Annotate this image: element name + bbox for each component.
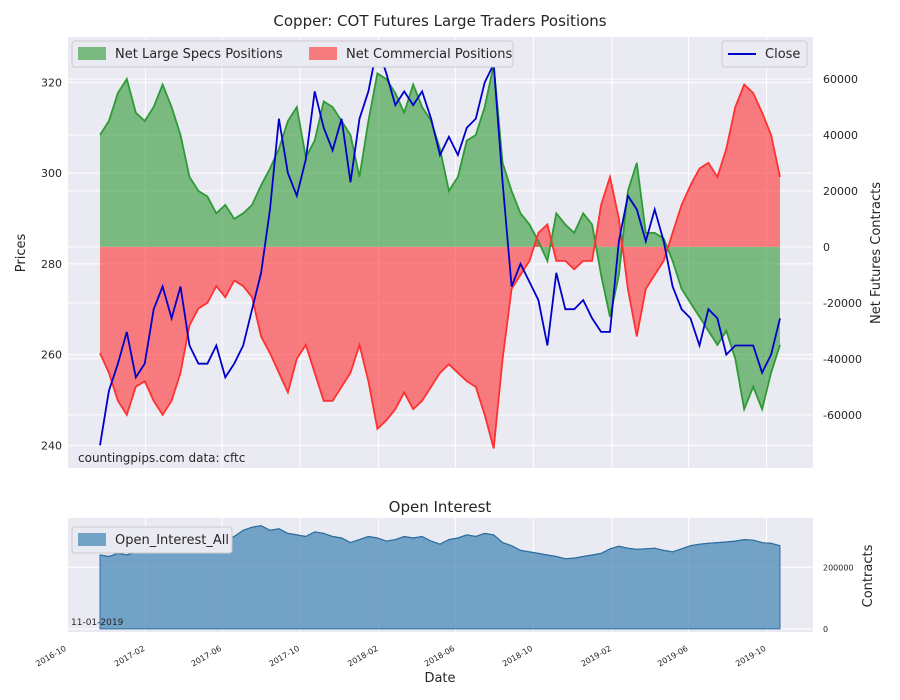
legend-swatch-oi [78,533,106,546]
close-line [99,42,781,446]
legend-label-close: Close [765,47,800,62]
x-axis-label: Date [424,671,455,686]
main-legend-right: Close [721,40,808,68]
right-tick-label: 0 [823,241,830,254]
x-tick-label: 2019-06 [656,644,689,669]
x-tick-label: 2016-10 [34,644,67,669]
main-panel: 240 260 280 300 320 -60000 -40000 -20000 0 20000 4… [14,12,884,468]
legend-swatch-commercial [309,47,337,60]
x-tick-label: 2018-06 [423,644,456,669]
specs-line [99,64,781,413]
left-tick-label: 320 [41,76,62,89]
left-tick-label: 280 [41,258,62,271]
right-tick-label: 20000 [823,185,858,198]
right-tick-label: 60000 [823,73,858,86]
right-tick-label: -60000 [823,409,862,422]
x-tick-label: 2019-10 [734,644,767,669]
x-tick-label: 2017-10 [268,644,301,669]
date-label: 11-01-2019 [71,618,124,628]
main-title: Copper: COT Futures Large Traders Positi… [273,12,606,30]
right-tick-label: -20000 [823,297,862,310]
x-tick-label: 2019-02 [579,644,612,669]
oi-panel: 0 200000 2016-10 2017-02 2017-06 2017-10 2018-… [34,498,876,686]
close-line-group [99,42,781,446]
left-tick-label: 260 [41,349,62,362]
oi-right-axis-label: Contracts [861,544,876,607]
commercial-line [99,83,781,449]
legend-label-specs: Net Large Specs Positions [115,47,283,62]
right-tick-label: 40000 [823,129,858,142]
left-tick-label: 240 [41,439,62,452]
left-tick-label: 300 [41,167,62,180]
legend-swatch-specs [78,47,106,60]
oi-legend: Open_Interest_All [71,526,233,554]
main-legend-left: Net Large Specs Positions Net Commercial… [71,40,514,68]
left-axis-label: Prices [14,234,29,273]
legend-label-commercial: Net Commercial Positions [346,47,512,62]
specs-area [100,65,780,410]
oi-right-tick-label: 200000 [823,563,854,572]
watermark-text: countingpips.com data: cftc [78,451,245,465]
main-areas [99,64,781,449]
oi-title: Open Interest [389,498,492,516]
main-ticks: 240 260 280 300 320 -60000 -40000 -20000 0 20000 4… [41,73,862,452]
oi-right-tick-label: 0 [823,625,828,634]
x-tick-label: 2017-06 [190,644,223,669]
commercial-area [100,84,780,449]
x-tick-label: 2018-02 [346,644,379,669]
x-tick-label: 2018-10 [501,644,534,669]
x-tick-label: 2017-02 [113,644,146,669]
right-axis-label: Net Futures Contracts [869,182,884,324]
right-tick-label: -40000 [823,353,862,366]
legend-label-oi: Open_Interest_All [115,533,229,548]
